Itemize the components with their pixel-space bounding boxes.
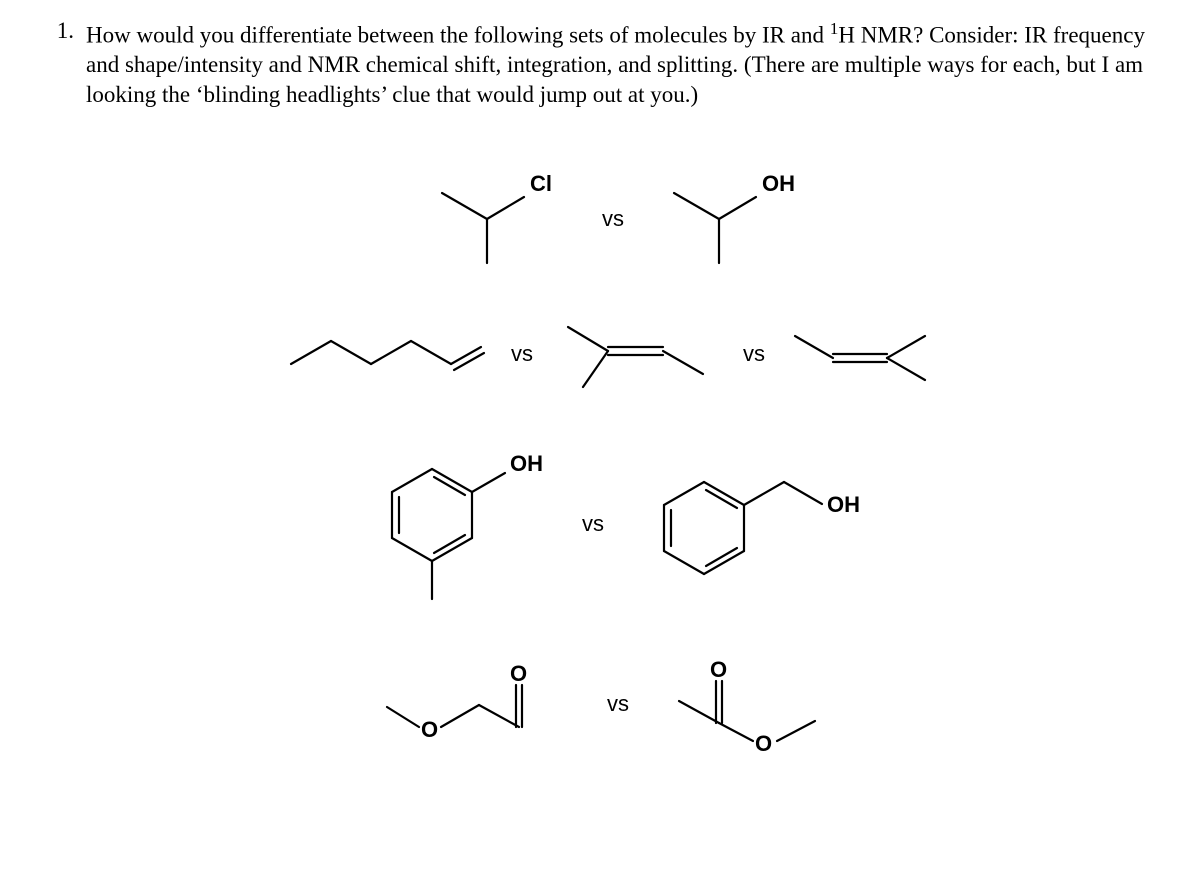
- molecule-pair-2: vs vs: [86, 309, 1150, 399]
- vs-label: vs: [607, 691, 629, 717]
- molecule-3-methylphenol: OH: [352, 439, 562, 609]
- molecule-2-methyl-2-butene: [553, 309, 723, 399]
- molecule-isopropyl-alcohol: OH: [644, 159, 824, 279]
- question-text: How would you differentiate between the …: [86, 18, 1150, 109]
- vs-label: vs: [511, 341, 533, 367]
- vs-label: vs: [743, 341, 765, 367]
- hydroxyl-label: OH: [762, 171, 795, 196]
- hydroxyl-label: OH: [827, 492, 860, 517]
- molecule-benzyl-alcohol: OH: [624, 454, 884, 594]
- svg-text:O: O: [755, 731, 772, 756]
- molecule-ester-a: O O: [357, 649, 587, 759]
- molecule-pair-3: OH vs: [86, 439, 1150, 609]
- molecule-isopropyl-chloride: Cl: [412, 159, 582, 279]
- molecule-pair-4: O O vs O O: [86, 649, 1150, 759]
- molecule-pair-1: Cl vs OH: [86, 159, 1150, 279]
- molecule-ester-b: O O: [649, 649, 879, 759]
- hydroxyl-label: OH: [510, 451, 543, 476]
- question-number: 1.: [30, 18, 86, 44]
- molecule-1-pentene: [281, 319, 491, 389]
- molecule-2-methyl-1-butene: [785, 314, 955, 394]
- svg-text:O: O: [710, 657, 727, 682]
- vs-label: vs: [602, 206, 624, 232]
- question-text-p1: How would you differentiate between the …: [86, 23, 830, 48]
- chlorine-label: Cl: [530, 171, 552, 196]
- svg-text:O: O: [421, 717, 438, 742]
- svg-text:O: O: [510, 661, 527, 686]
- vs-label: vs: [582, 511, 604, 537]
